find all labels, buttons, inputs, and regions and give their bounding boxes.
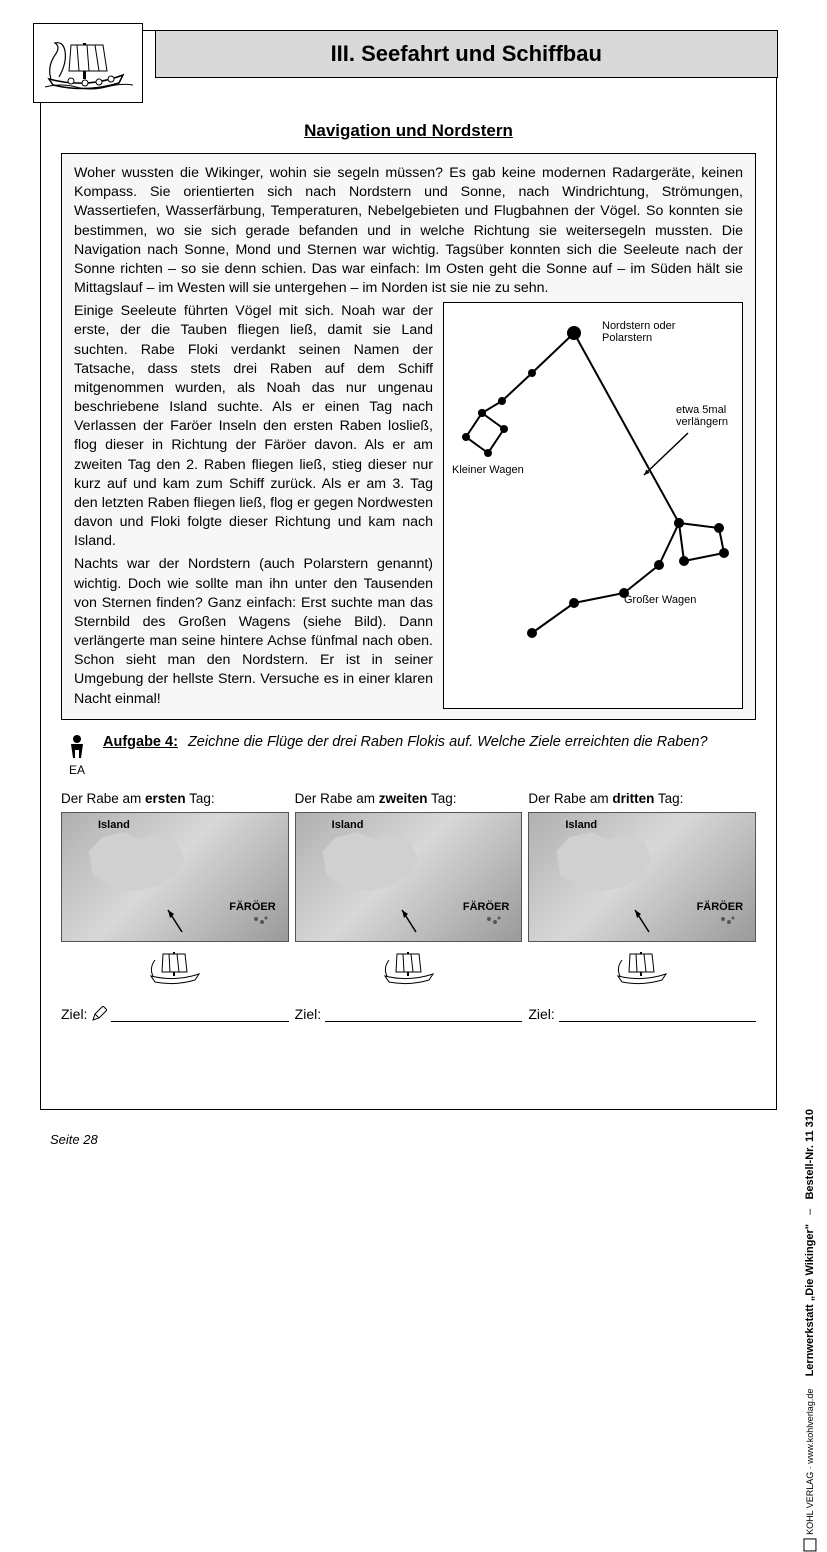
svg-text:Nordstern oderPolarstern: Nordstern oderPolarstern: [602, 320, 676, 344]
page-number: Seite 28: [50, 1132, 98, 1147]
ziel-field[interactable]: Ziel:: [61, 1006, 289, 1022]
ziel-field[interactable]: Ziel:: [295, 1006, 523, 1022]
map-box: IslandFÄRÖER: [61, 812, 289, 942]
chapter-title: III. Seefahrt und Schiffbau: [155, 30, 778, 78]
map-title: Der Rabe am zweiten Tag:: [295, 791, 523, 806]
pencil-icon: [91, 1006, 107, 1022]
svg-text:etwa 5malverlängern: etwa 5malverlängern: [676, 404, 728, 428]
map-column: Der Rabe am ersten Tag: IslandFÄRÖER: [61, 791, 289, 988]
small-ship-icon: [145, 946, 205, 988]
task-text: Zeichne die Flüge der drei Raben Flokis …: [188, 734, 708, 750]
intro-paragraph: Woher wussten die Wikinger, wohin sie se…: [74, 164, 743, 298]
map-box: IslandFÄRÖER: [295, 812, 523, 942]
map-title: Der Rabe am ersten Tag:: [61, 791, 289, 806]
paragraph-3: Nachts war der Nordstern (auch Polarster…: [74, 555, 433, 708]
small-ship-icon: [379, 946, 439, 988]
svg-text:Großer Wagen: Großer Wagen: [624, 594, 696, 606]
map-title: Der Rabe am dritten Tag:: [528, 791, 756, 806]
map-column: Der Rabe am dritten Tag: IslandFÄRÖER: [528, 791, 756, 988]
person-icon: [68, 734, 86, 760]
ziel-label: Ziel:: [528, 1006, 554, 1022]
map-column: Der Rabe am zweiten Tag: IslandFÄRÖER: [295, 791, 523, 988]
star-diagram: Nordstern oderPolarstern Kleiner Wagen Gro…: [443, 302, 743, 709]
task-label: Aufgabe 4:: [103, 734, 178, 750]
side-publisher-info: KOHL VERLAG · www.kohlverlag.de Lernwerk…: [803, 1109, 817, 1552]
ship-illustration-box: [33, 23, 143, 103]
small-ship-icon: [612, 946, 672, 988]
svg-text:Kleiner Wagen: Kleiner Wagen: [452, 464, 524, 476]
ziel-field[interactable]: Ziel:: [528, 1006, 756, 1022]
ziel-label: Ziel:: [295, 1006, 321, 1022]
section-subtitle: Navigation und Nordstern: [41, 121, 776, 141]
ziel-label: Ziel:: [61, 1006, 87, 1022]
map-box: IslandFÄRÖER: [528, 812, 756, 942]
paragraph-2: Einige Seeleute führten Vögel mit sich. …: [74, 302, 433, 551]
publisher-logo-icon: [803, 1538, 817, 1552]
viking-ship-icon: [41, 31, 136, 96]
reading-text-box: Woher wussten die Wikinger, wohin sie se…: [61, 153, 756, 720]
ea-label: EA: [61, 763, 93, 777]
